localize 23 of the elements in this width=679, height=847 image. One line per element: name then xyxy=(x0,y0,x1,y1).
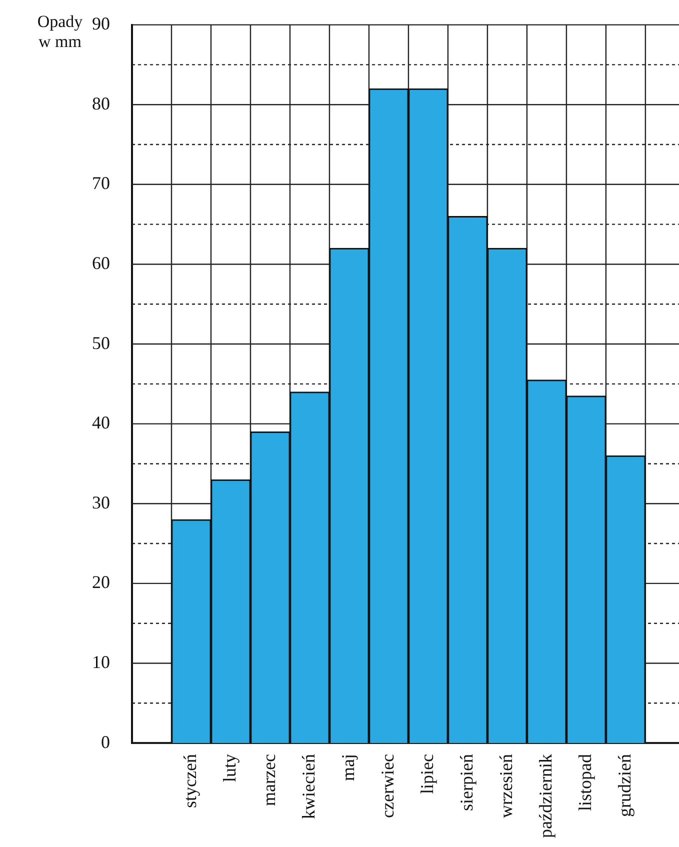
x-tick-label: grudzień xyxy=(614,754,634,818)
x-tick-label: kwiecień xyxy=(298,754,318,820)
x-tick-label: październik xyxy=(535,754,556,838)
y-tick-label: 80 xyxy=(92,93,110,114)
x-tick-label: maj xyxy=(338,754,358,782)
x-tick-label: marzec xyxy=(258,754,279,806)
y-tick-label: 70 xyxy=(92,173,110,194)
x-tick-label: lipiec xyxy=(416,754,437,794)
y-tick-label: 40 xyxy=(92,412,110,433)
y-tick-label: 90 xyxy=(92,14,110,34)
x-tick-label: luty xyxy=(219,754,240,782)
y-tick-label: 60 xyxy=(92,252,110,273)
y-axis-title: Opady w mm xyxy=(36,12,84,52)
y-tick-label: 10 xyxy=(92,652,110,672)
y-tick-label: 50 xyxy=(92,332,110,353)
y-tick-label: 0 xyxy=(101,732,110,752)
x-tick-label: sierpień xyxy=(456,754,476,812)
x-tick-label: wrzesień xyxy=(496,754,516,818)
x-tick-label: czerwiec xyxy=(377,754,398,818)
x-tick-label: styczeń xyxy=(180,754,200,808)
x-tick-label: listopad xyxy=(574,754,595,812)
y-tick-label: 20 xyxy=(92,572,110,592)
y-tick-label: 30 xyxy=(92,492,110,512)
